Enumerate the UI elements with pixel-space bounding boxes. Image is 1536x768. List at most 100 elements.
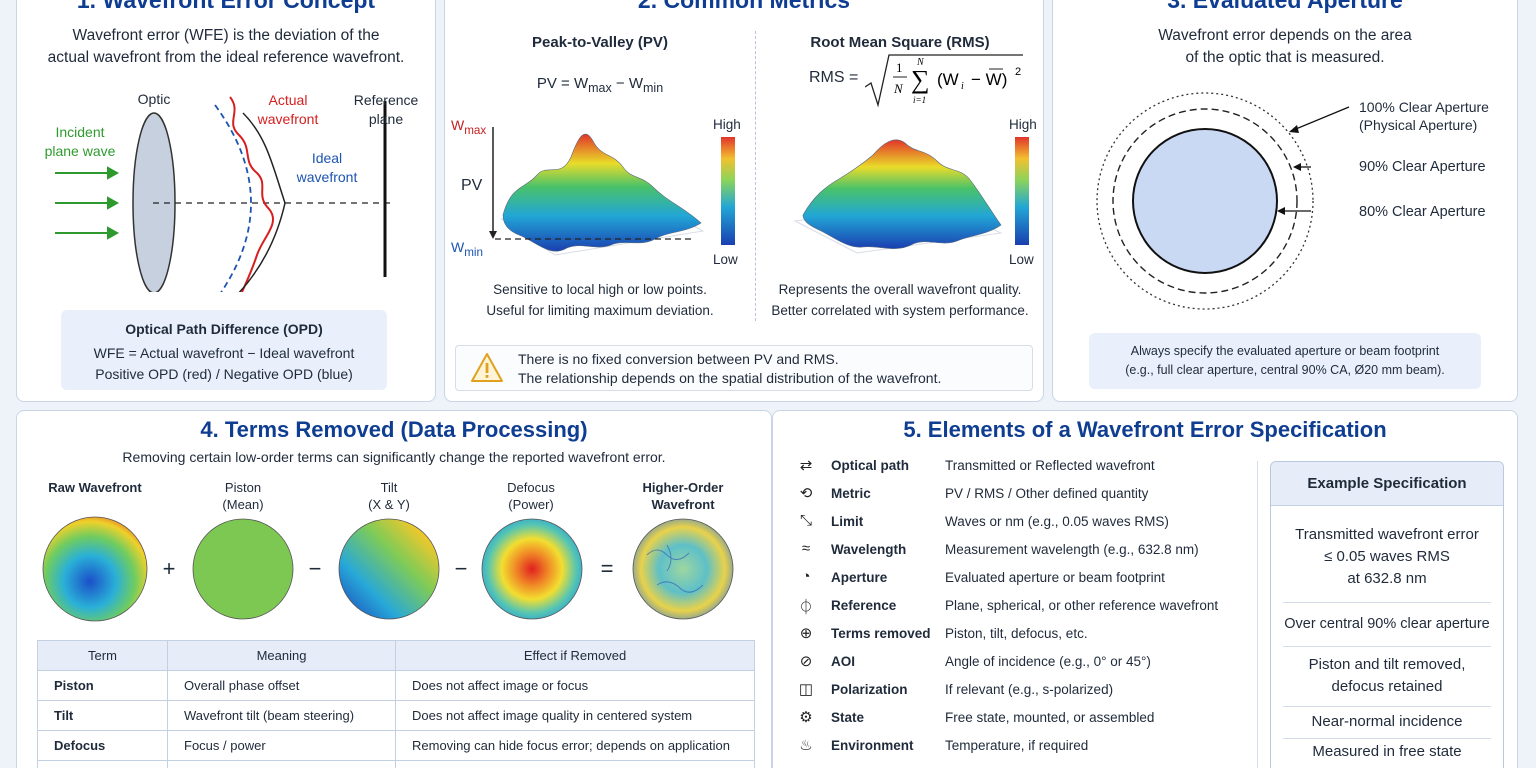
svg-text:(W: (W [937, 70, 959, 89]
aoi-icon: ⊘ [799, 653, 813, 670]
panel-title: 2. Common Metrics [637, 0, 851, 13]
rms-color-bar [1015, 137, 1029, 245]
pv-surface-plot [489, 127, 735, 256]
example-item: Over central 90% clear aperture [1284, 616, 1490, 632]
wmin-label: Wmin [451, 239, 484, 259]
pv-surface [502, 133, 702, 252]
term-maps [42, 516, 734, 622]
svg-text:N: N [916, 57, 925, 68]
pv-low-label: Low [713, 252, 738, 267]
panel-title: 4. Terms Removed (Data Processing) [200, 417, 588, 442]
incident-arrows [55, 166, 120, 240]
aperture-diagram [1096, 92, 1350, 310]
limit-icon: ⤡ [799, 512, 812, 529]
optical-path-icon: ⇄ [799, 457, 813, 474]
op-equals: = [600, 556, 614, 581]
map-label-raw: Raw Wavefront [48, 480, 142, 495]
panel-common-metrics: 2. Common Metrics Peak-to-Valley (PV) PV… [444, 0, 1044, 402]
higher-order-map [632, 518, 734, 620]
example-specification-box: Example Specification Transmitted wavefr… [1270, 461, 1504, 768]
example-item: Measured in free state [1312, 743, 1462, 760]
svg-text:− W): − W) [971, 70, 1007, 89]
table-row: Defocus Focus / power Removing can hide … [37, 730, 755, 761]
panel-title: 3. Evaluated Aperture [1167, 0, 1403, 13]
wavelength-icon: ≈ [801, 540, 811, 557]
ca80-label: 80% Clear Aperture [1359, 204, 1486, 220]
aperture-note: Always specify the evaluated aperture or… [1089, 333, 1481, 389]
panel-spec-elements: 5. Elements of a Wavefront Error Specifi… [772, 410, 1518, 768]
table-row: Piston Overall phase offset Does not aff… [37, 670, 755, 701]
table-header: Effect if Removed [395, 640, 755, 671]
rms-title: Root Mean Square (RMS) [810, 34, 990, 51]
pv-formula: PV = Wmax − Wmin [536, 75, 664, 95]
ca90-label: 90% Clear Aperture [1359, 159, 1486, 175]
map-label-piston: Piston (Mean) [222, 480, 264, 512]
rms-formula: RMS = 1 N N ∑ i=1 (W i − W) 2 [809, 51, 1029, 111]
raw-wavefront-map [42, 516, 148, 622]
panel-wavefront-error-concept: 1. Wavefront Error Concept Wavefront err… [16, 0, 436, 402]
panel-terms-removed: 4. Terms Removed (Data Processing) Remov… [16, 410, 772, 768]
defocus-map [481, 518, 583, 620]
svg-text:N: N [893, 81, 904, 96]
rms-low-label: Low [1009, 252, 1034, 267]
environment-icon: ♨ [799, 737, 813, 754]
reference-plane-label: Reference plane [353, 92, 419, 127]
warning-icon [471, 353, 503, 382]
svg-text:i: i [961, 81, 964, 92]
intro-text: Removing certain low-order terms can sig… [122, 449, 666, 465]
svg-text:i=1: i=1 [913, 95, 926, 105]
metric-icon: ⟲ [799, 485, 813, 502]
rms-surface [802, 139, 1002, 249]
spec-list: ⇄ Optical path Transmitted or Reflected … [773, 453, 1253, 768]
example-item: Piston and tilt removed, defocus retaine… [1308, 656, 1466, 695]
example-item: Transmitted wavefront error ≤ 0.05 waves… [1295, 526, 1479, 587]
metrics-divider [755, 31, 756, 321]
actual-wavefront-label: Actual wavefront [257, 92, 319, 127]
table-header: Meaning [167, 640, 396, 671]
aperture-100-circle [1096, 92, 1314, 310]
warning-box: There is no fixed conversion between PV … [455, 345, 1033, 391]
actual-wavefront-curve [229, 96, 275, 292]
svg-text:2: 2 [1015, 66, 1021, 78]
table-header: Term [37, 640, 168, 671]
panel-title: 5. Elements of a Wavefront Error Specifi… [903, 417, 1387, 442]
pv-label: PV [461, 177, 483, 194]
example-specification-title: Example Specification [1271, 462, 1503, 506]
map-label-tilt: Tilt (X & Y) [368, 480, 410, 512]
aperture-90-circle [1112, 108, 1298, 294]
table-header-row: Term Meaning Effect if Removed [37, 640, 755, 671]
pv-high-label: High [713, 117, 741, 132]
piston-map [192, 518, 294, 620]
pv-title: Peak-to-Valley (PV) [532, 34, 668, 51]
ideal-wavefront-label: Ideal wavefront [296, 150, 358, 185]
op-minus-1: − [308, 556, 322, 581]
op-minus-2: − [454, 556, 468, 581]
panel-title: 1. Wavefront Error Concept [76, 0, 376, 13]
table-row [37, 760, 755, 768]
wmax-label: Wmax [451, 117, 487, 137]
aperture-icon: ◔ [801, 568, 811, 585]
op-plus: + [162, 556, 176, 581]
aperture-80-circle [1132, 128, 1278, 274]
table-row: Tilt Wavefront tilt (beam steering) Does… [37, 700, 755, 731]
rms-description: Represents the overall wavefront quality… [771, 282, 1029, 318]
map-label-defocus: Defocus (Power) [507, 480, 555, 512]
rms-formula-glyphs: 1 N N ∑ i=1 (W i − W) 2 [865, 54, 1023, 108]
svg-text:1: 1 [896, 60, 903, 75]
terms-table: Term Meaning Effect if Removed Piston Ov… [37, 640, 755, 768]
pv-description: Sensitive to local high or low points. U… [486, 282, 714, 318]
state-icon: ⚙ [799, 709, 813, 726]
polarization-icon: ◫ [798, 681, 814, 698]
optic-label: Optic [137, 91, 171, 107]
pv-color-bar [721, 137, 735, 245]
svg-text:∑: ∑ [911, 65, 930, 94]
warning-text: There is no fixed conversion between PV … [518, 351, 942, 386]
panel-evaluated-aperture: 3. Evaluated Aperture Wavefront error de… [1052, 0, 1518, 402]
ca100-label: 100% Clear Aperture (Physical Aperture) [1359, 99, 1489, 133]
intro-text: Wavefront error depends on the area of t… [1158, 27, 1412, 66]
wavefront-concept-diagram [55, 96, 395, 292]
ideal-wavefront-curve [214, 104, 252, 292]
map-label-higher-order: Higher-Order Wavefront [642, 480, 724, 512]
rms-high-label: High [1009, 117, 1037, 132]
reference-icon: ⏀ [798, 599, 814, 616]
